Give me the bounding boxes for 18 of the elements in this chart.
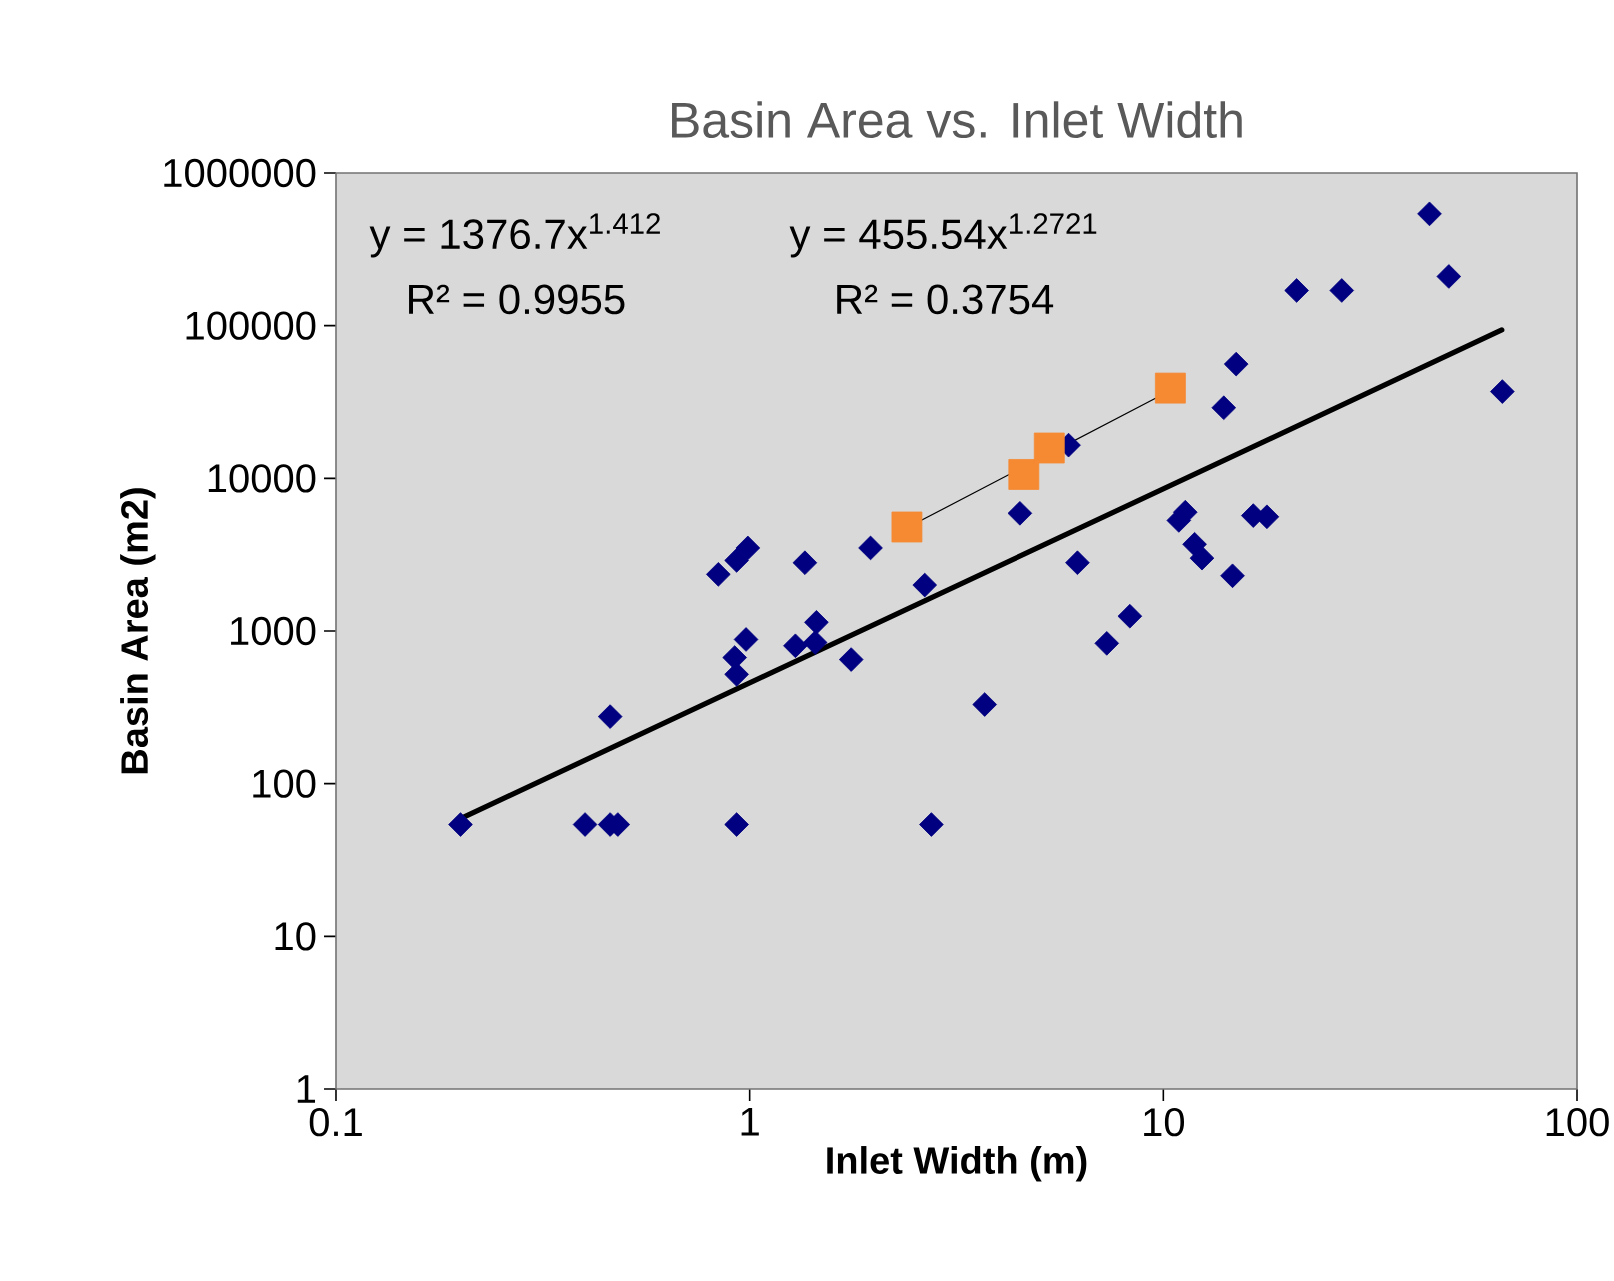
y-tick-label: 1000000 <box>164 158 316 188</box>
x-axis-title: Inlet Width (m) <box>827 1146 1087 1182</box>
annotation: y = 455.54x$^{1.2721}$ <box>789 213 1097 258</box>
annotation: R² = 0.9955 <box>409 284 625 315</box>
y-tick-label: 1000 <box>231 616 316 646</box>
x-tick-label: 100 <box>1546 1107 1609 1137</box>
y-tick-label: 1 <box>297 1075 316 1103</box>
x-tick-label: 1 <box>741 1107 759 1136</box>
y-tick-label: 100000 <box>186 311 316 340</box>
y-tick-label: 100 <box>253 769 316 798</box>
x-tick-label: 10 <box>1144 1107 1185 1137</box>
y-tick-label: 10 <box>275 922 316 951</box>
y-tick-label: 10000 <box>208 464 316 493</box>
annotation: R² = 0.3754 <box>837 284 1054 315</box>
x-tick-label: 0.1 <box>309 1107 362 1137</box>
annotation: y = 1376.7x$^{1.412}$ <box>369 213 660 258</box>
chart-title: Basin Area vs. Inlet Width <box>672 101 1242 139</box>
y-axis-title: Basin Area (m2) <box>120 488 156 774</box>
